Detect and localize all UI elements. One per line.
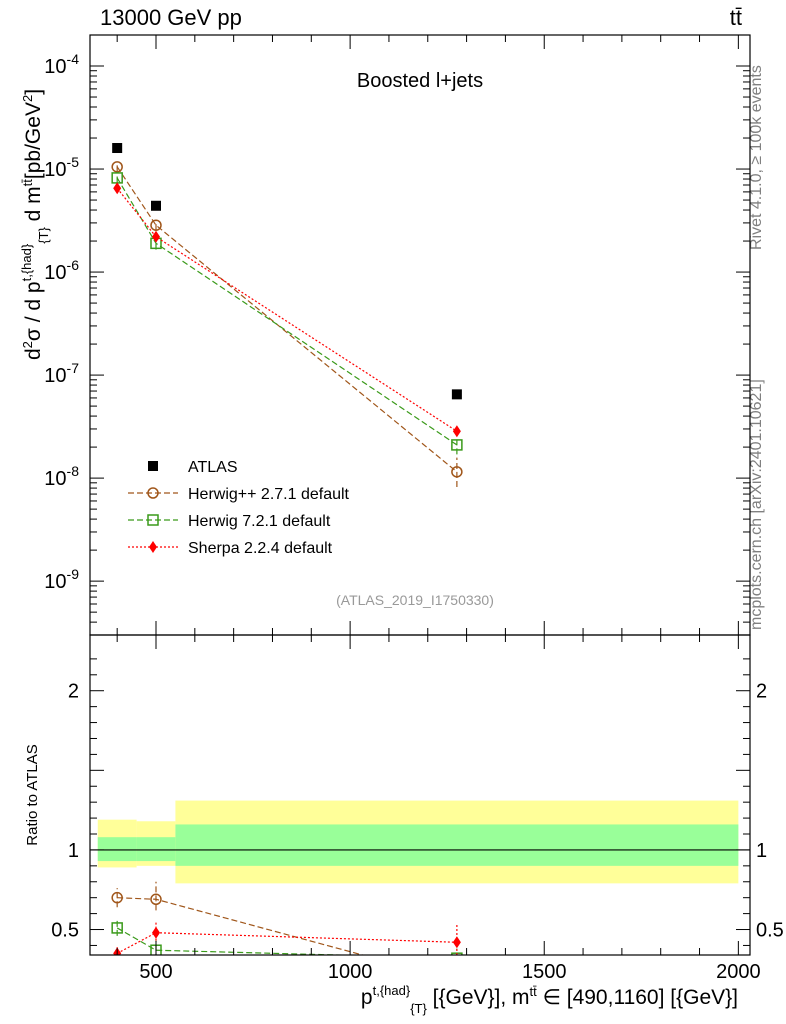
uncertainty-band-inner	[97, 837, 137, 862]
main-panel: 10-910-810-710-610-510-4 Boosted l+jets …	[19, 34, 751, 636]
atlas-point	[451, 389, 462, 400]
legend-herwig-2-7-1-default-label: Herwig++ 2.7.1 default	[188, 486, 350, 503]
chart-title: Boosted l+jets	[357, 70, 483, 92]
y-tick-label: 10-9	[44, 566, 79, 593]
ratio-sherpa-2-2-4-default-point	[152, 926, 160, 939]
main-ylabel: d2σ / d pt,{had}{T} d mtt̄[pb/GeV2]	[19, 89, 51, 360]
uncertainty-band-inner	[175, 824, 739, 866]
sherpa-2-2-4-default-point	[113, 182, 122, 195]
y-tick-label: 10-6	[44, 257, 79, 284]
analysis-id-watermark: (ATLAS_2019_I1750330)	[336, 592, 494, 608]
sherpa-2-2-4-default-line	[116, 187, 458, 432]
legend: ATLAS Herwig++ 2.7.1 default Herwig 7.2.1 …	[128, 459, 350, 557]
ratio-xlabel: pt,{had}{T} [{GeV}], mtt̄ ∈ [490,1160] […	[361, 983, 738, 1016]
svg-text:pt,{had}{T} [{GeV}], mtt̄ ∈ [4: pt,{had}{T} [{GeV}], mtt̄ ∈ [490,1160] […	[361, 983, 738, 1016]
sherpa-2-2-4-default-point	[452, 425, 461, 438]
legend-herwig-2-7-1-default-marker	[147, 487, 159, 499]
legend-herwig-7-2-1-default-marker	[147, 514, 159, 526]
ratio-y-tick-label-left: 0.5	[51, 920, 79, 942]
y-tick-label: 10-8	[44, 463, 79, 490]
main-axes: 10-9 10-8 10-7 10-6 10-5 10-4	[44, 34, 750, 636]
ratio-panel: 0.5 0.5 1 1 2 2 500 1000 1500 2000 Ratio to ATLAS…	[24, 634, 784, 1016]
ratio-y-tick-label-right: 1	[756, 840, 767, 862]
ratio-y-tick-label-left: 2	[68, 681, 79, 703]
ratio-sherpa-2-2-4-default-point	[452, 936, 461, 949]
uncertainty-band-inner	[136, 837, 176, 862]
y-tick-label: 10-7	[44, 360, 79, 387]
ratio-herwig-2-7-1-default-point	[150, 893, 162, 906]
ratio-y-tick-label-right: 2	[756, 681, 767, 703]
herwig-2-7-1-default-point	[451, 466, 463, 478]
ratio-herwig-2-7-1-default-point	[111, 891, 123, 904]
energy-label: 13000 GeV pp	[100, 5, 242, 30]
herwig-2-7-1-default-line	[116, 166, 458, 473]
legend-atlas-label: ATLAS	[188, 459, 238, 476]
legend-sherpa-2-2-4-default-marker	[149, 541, 157, 553]
x-tick-label: 500	[139, 961, 172, 983]
legend-sherpa-2-2-4-default-label: Sherpa 2.2.4 default	[188, 540, 333, 557]
ratio-axes: 0.5 0.5 1 1 2 2 500 1000 1500 2000	[51, 635, 784, 983]
ratio-y-tick-label-right: 0.5	[756, 920, 784, 942]
legend-atlas-marker	[148, 461, 158, 471]
herwig-7-2-1-default-point	[451, 439, 463, 451]
process-label: tt̄	[730, 5, 742, 30]
herwig-2-7-1-default-point	[150, 219, 162, 231]
ratio-ylabel: Ratio to ATLAS	[24, 744, 41, 845]
ratio-herwig-2-7-1-default-point	[452, 975, 462, 985]
sherpa-2-2-4-default-point	[152, 230, 160, 243]
x-tick-label: 1500	[522, 961, 567, 983]
ratio-y-tick-label-left: 1	[68, 840, 79, 862]
ratio-herwig-7-2-1-default-point	[111, 922, 123, 934]
herwig-2-7-1-default-point	[111, 161, 123, 173]
y-tick-label: 10-4	[44, 51, 79, 78]
ratio-plot-area	[90, 800, 750, 985]
atlas-point	[112, 143, 123, 154]
main-plot-area	[111, 143, 463, 487]
ratio-herwig-7-2-1-default-line	[116, 927, 360, 955]
x-tick-label: 1000	[328, 961, 373, 983]
legend-herwig-7-2-1-default-label: Herwig 7.2.1 default	[188, 513, 331, 530]
y-tick-label: 10-5	[44, 154, 79, 181]
atlas-point	[151, 200, 161, 211]
herwig-7-2-1-default-line	[116, 177, 458, 446]
svg-text:d2σ / d pt,{had}{T} d mtt̄[pb/: d2σ / d pt,{had}{T} d mtt̄[pb/GeV2]	[19, 89, 51, 360]
ratio-sherpa-2-2-4-default-line	[116, 932, 457, 954]
ratio-frame	[89, 634, 751, 956]
x-tick-label: 2000	[716, 961, 761, 983]
mcplots-reference-text: mcplots.cern.ch [arXiv:2401.10621]	[748, 379, 765, 630]
rivet-version-text: Rivet 4.1.0, ≥ 100k events	[748, 65, 765, 250]
